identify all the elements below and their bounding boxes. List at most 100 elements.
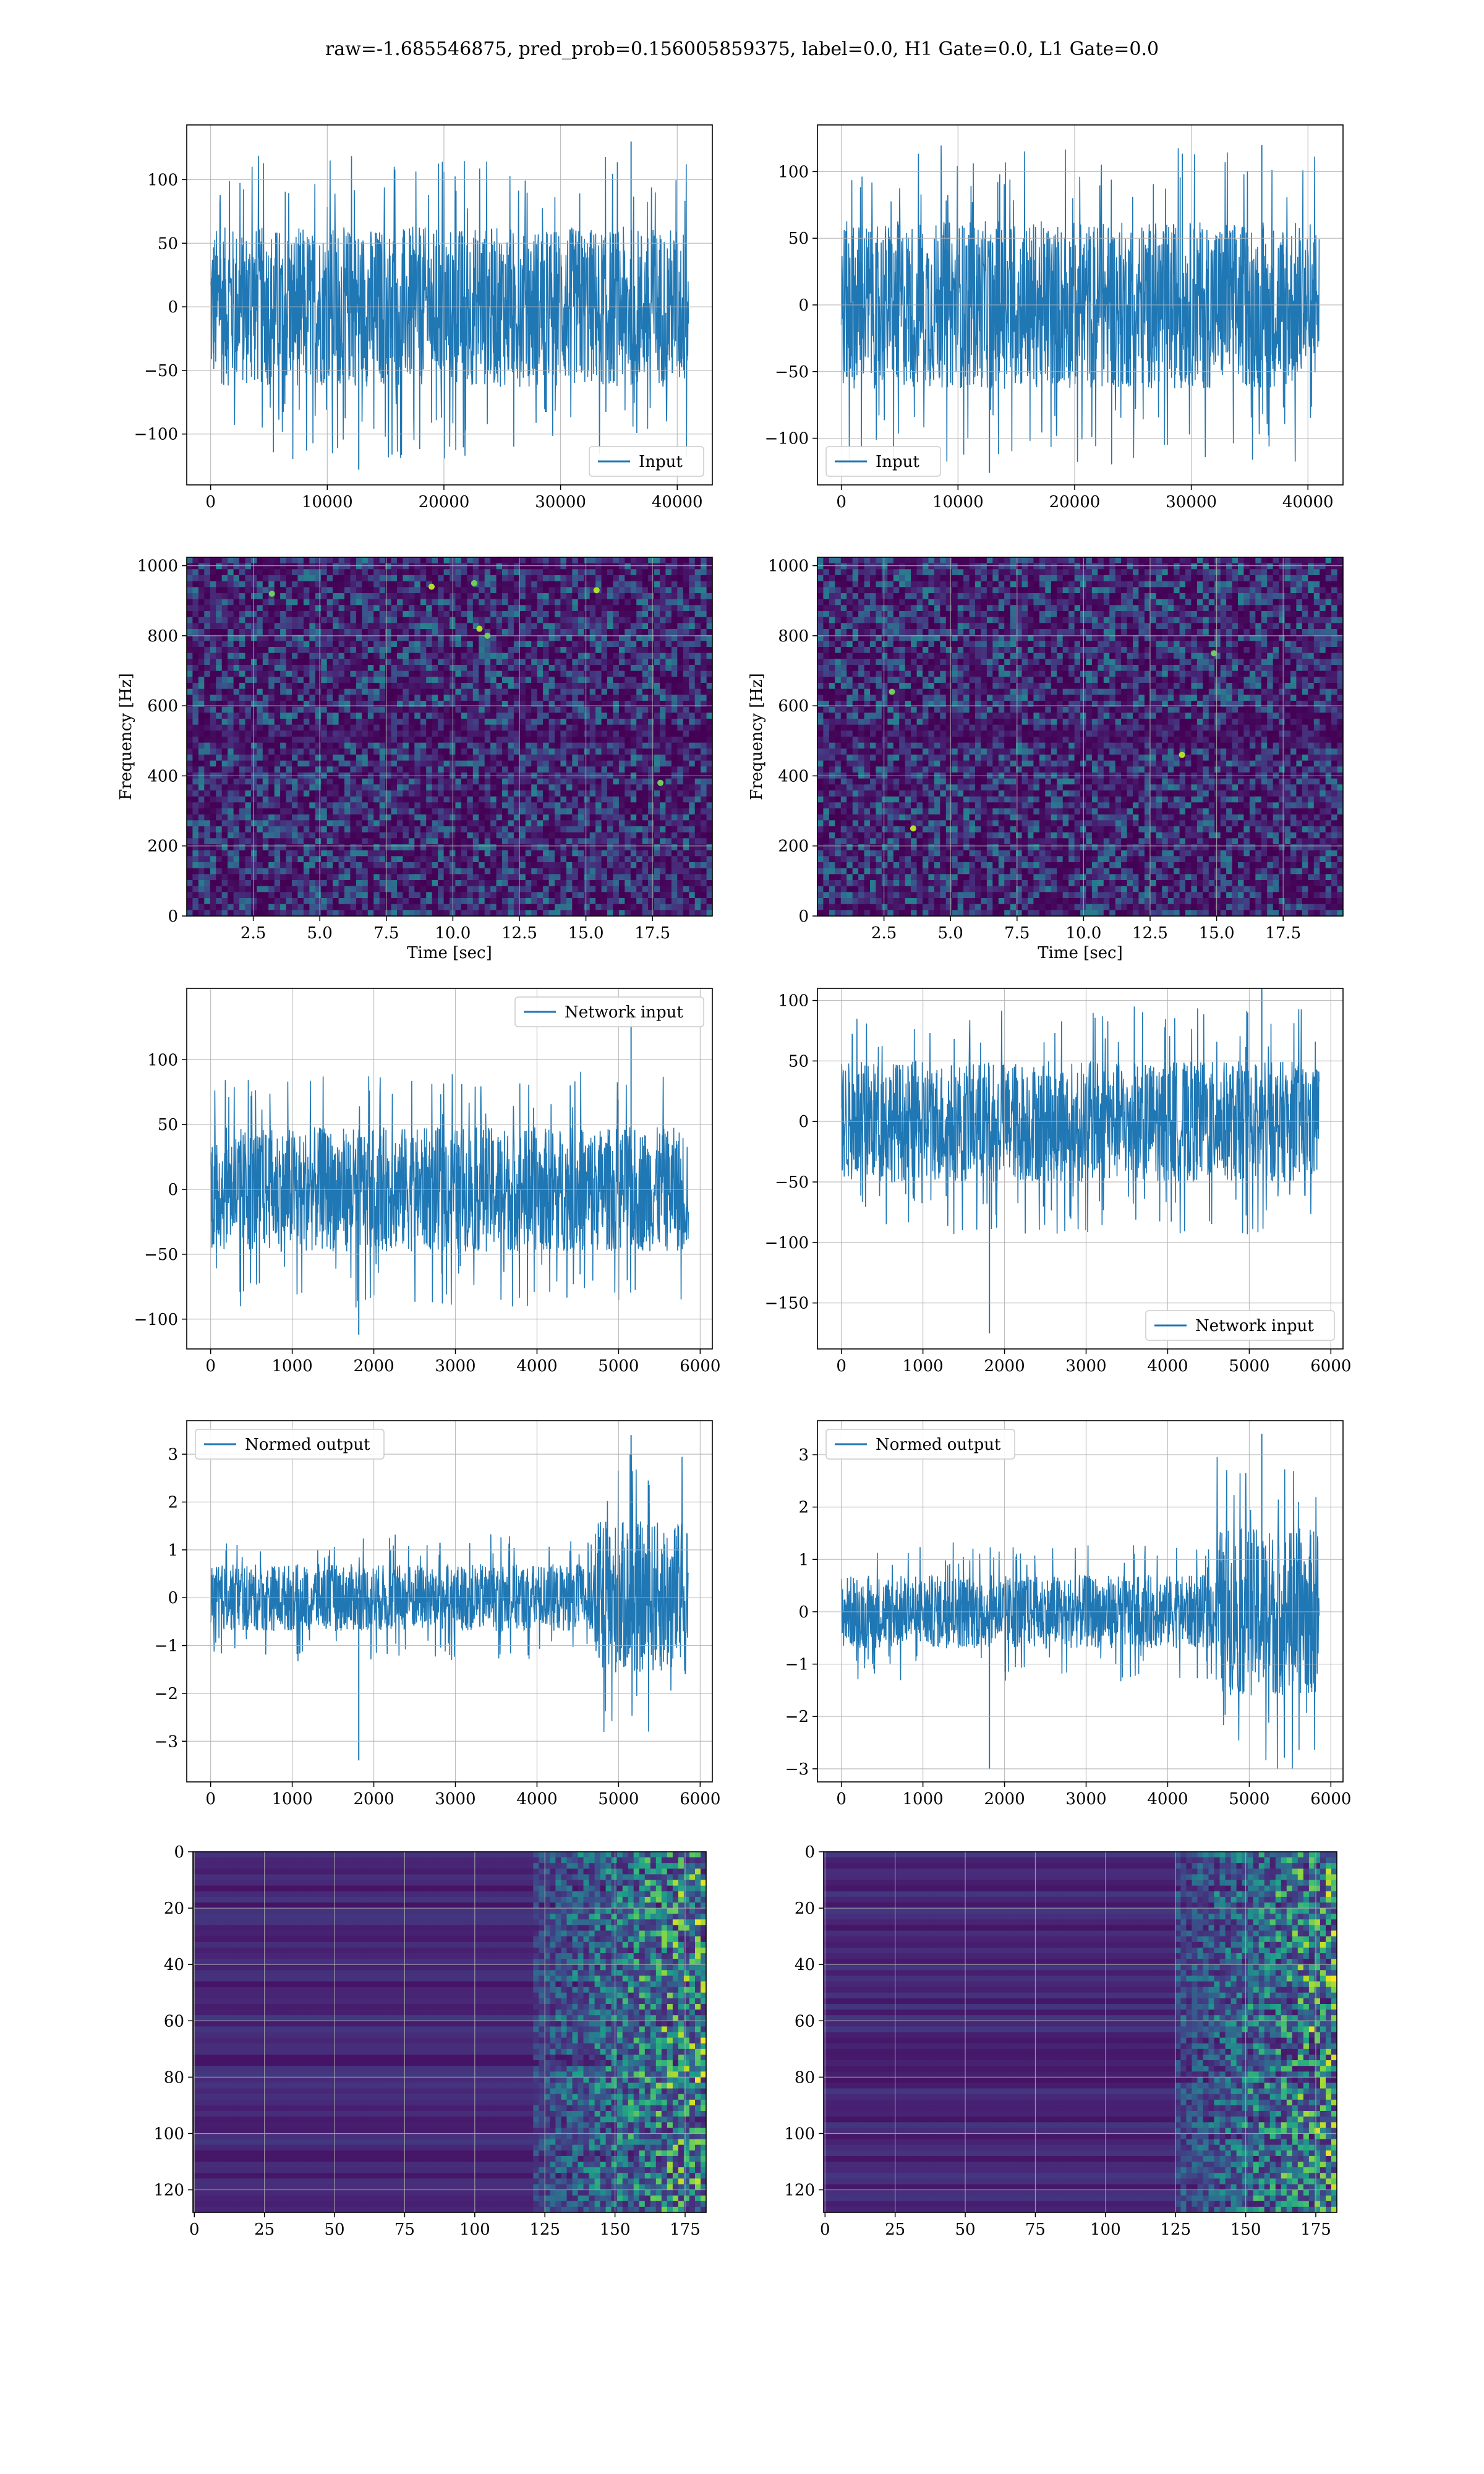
y-tick-label: 120 xyxy=(784,2181,815,2200)
gridlines xyxy=(824,1851,1337,2212)
y-tick-label: 0 xyxy=(168,907,178,926)
y-tick-label: −100 xyxy=(134,1311,178,1329)
axes-frame xyxy=(817,557,1344,917)
gridlines xyxy=(193,1851,706,2212)
y-axis-label: Frequency [Hz] xyxy=(117,673,135,800)
legend-label: Normed output xyxy=(245,1436,370,1454)
gridlines xyxy=(817,125,1343,485)
chart-row2-right: 2.5 5.0 7.5 10.0 12.5 15.0 17.5 0 200 400 600 800 10… xyxy=(748,557,1344,962)
y-tick-label: 120 xyxy=(153,2181,184,2200)
x-tick-label: 50 xyxy=(324,2220,344,2239)
x-tick-label: 5000 xyxy=(598,1357,639,1376)
y-tick-label: 0 xyxy=(798,1603,809,1622)
y-tick-label: 50 xyxy=(158,234,178,253)
x-tick-label: 75 xyxy=(1025,2220,1046,2239)
gridlines xyxy=(187,125,712,485)
x-tick-label: 1000 xyxy=(903,1357,944,1376)
y-tick-label: 1 xyxy=(168,1541,178,1560)
x-tick-label: 6000 xyxy=(680,1790,720,1808)
x-tick-label: 30000 xyxy=(535,493,586,511)
x-tick-label: 7.5 xyxy=(373,924,399,943)
y-tick-label: 800 xyxy=(147,627,178,646)
y-tick-label: −100 xyxy=(134,426,178,444)
gridlines xyxy=(817,988,1343,1349)
series-line xyxy=(840,1457,1320,1769)
legend-label: Input xyxy=(639,453,683,471)
y-tick-label: −100 xyxy=(765,430,809,448)
y-tick-label: −1 xyxy=(785,1656,809,1674)
y-tick-label: 1000 xyxy=(137,557,178,576)
bright-spot xyxy=(428,583,435,590)
x-tick-label: 2000 xyxy=(984,1357,1025,1376)
x-tick-label: 12.5 xyxy=(501,924,537,943)
y-tick-label: 400 xyxy=(778,767,809,785)
x-tick-label: 4000 xyxy=(516,1790,557,1808)
y-tick-label: 0 xyxy=(168,1181,178,1199)
x-tick-label: 0 xyxy=(205,1357,216,1376)
gridlines xyxy=(187,1421,712,1782)
y-tick-label: 50 xyxy=(788,229,809,248)
y-tick-label: 50 xyxy=(788,1052,809,1071)
heatmap-cells xyxy=(187,557,712,916)
x-tick-label: 4000 xyxy=(1147,1357,1188,1376)
y-tick-label: 600 xyxy=(147,697,178,716)
y-tick-label: −50 xyxy=(144,1246,178,1264)
legend: Network input xyxy=(1145,1310,1335,1341)
y-tick-label: 20 xyxy=(795,1899,815,1918)
y-tick-label: 100 xyxy=(778,992,809,1011)
y-tick-label: 80 xyxy=(795,2068,815,2087)
y-tick-label: 20 xyxy=(164,1899,184,1918)
series-line xyxy=(210,1453,689,1732)
x-tick-label: 4000 xyxy=(1147,1790,1188,1808)
y-tick-label: 2 xyxy=(168,1493,178,1512)
x-tick-label: 75 xyxy=(394,2220,415,2239)
x-tick-label: 0 xyxy=(836,1790,846,1808)
y-tick-label: 80 xyxy=(164,2068,184,2087)
x-tick-label: 5000 xyxy=(1229,1790,1269,1808)
x-tick-label: 2.5 xyxy=(871,924,897,943)
chart-row5-right: 0 25 50 75 100 125 150 175 0 20 40 60 80 100 120 xyxy=(784,1843,1337,2239)
x-tick-label: 0 xyxy=(820,2220,830,2239)
x-tick-label: 6000 xyxy=(1310,1790,1351,1808)
x-tick-label: 0 xyxy=(836,1357,846,1376)
x-tick-label: 125 xyxy=(1160,2220,1191,2239)
chart-row2-left: 2.5 5.0 7.5 10.0 12.5 15.0 17.5 0 200 400 600 800 10… xyxy=(117,557,713,962)
x-tick-label: 0 xyxy=(189,2220,200,2239)
y-tick-label: −100 xyxy=(765,1234,809,1252)
bright-spot xyxy=(1211,650,1217,657)
x-tick-label: 17.5 xyxy=(1265,924,1301,943)
axes-frame xyxy=(186,1420,713,1783)
y-tick-label: 100 xyxy=(147,1051,178,1069)
chart-row1-left: 0 10000 20000 30000 40000 −100 −50 0 50 100 Input xyxy=(134,124,713,511)
y-tick-label: 600 xyxy=(778,697,809,716)
axes-frame xyxy=(817,1420,1344,1783)
x-tick-label: 2.5 xyxy=(241,924,266,943)
y-tick-label: 1000 xyxy=(768,557,809,576)
axes-frame xyxy=(186,557,713,917)
series-line xyxy=(210,1071,689,1308)
axes-frame xyxy=(817,988,1344,1350)
y-tick-label: −150 xyxy=(765,1295,809,1313)
y-tick-label: 40 xyxy=(795,1956,815,1974)
y-tick-label: 3 xyxy=(168,1445,178,1464)
chart-row1-right: 0 10000 20000 30000 40000 −100 −50 0 50 100 Input xyxy=(765,124,1344,511)
heatmap-cells xyxy=(193,1852,706,2212)
x-tick-label: 15.0 xyxy=(568,924,604,943)
y-tick-label: 100 xyxy=(147,171,178,189)
x-tick-label: 20000 xyxy=(1049,493,1101,511)
y-tick-label: 0 xyxy=(798,1113,809,1131)
x-tick-label: 3000 xyxy=(435,1790,475,1808)
x-tick-label: 5.0 xyxy=(938,924,963,943)
x-tick-label: 50 xyxy=(955,2220,975,2239)
chart-row4-right: 0 1000 2000 3000 4000 5000 6000 −3 −2 −1 0 1 2 3 Norme… xyxy=(785,1420,1351,1808)
x-tick-label: 12.5 xyxy=(1132,924,1168,943)
y-tick-label: 100 xyxy=(153,2125,184,2143)
x-tick-label: 2000 xyxy=(984,1790,1025,1808)
y-tick-label: 200 xyxy=(147,837,178,856)
x-tick-label: 175 xyxy=(670,2220,701,2239)
chart-row3-left: 0 1000 2000 3000 4000 5000 6000 −100 −50 0 50 100 Ne… xyxy=(134,988,720,1376)
legend: Input xyxy=(825,446,941,477)
x-tick-label: 150 xyxy=(600,2220,631,2239)
y-tick-label: 0 xyxy=(168,1589,178,1607)
legend-label: Network input xyxy=(1195,1317,1314,1335)
